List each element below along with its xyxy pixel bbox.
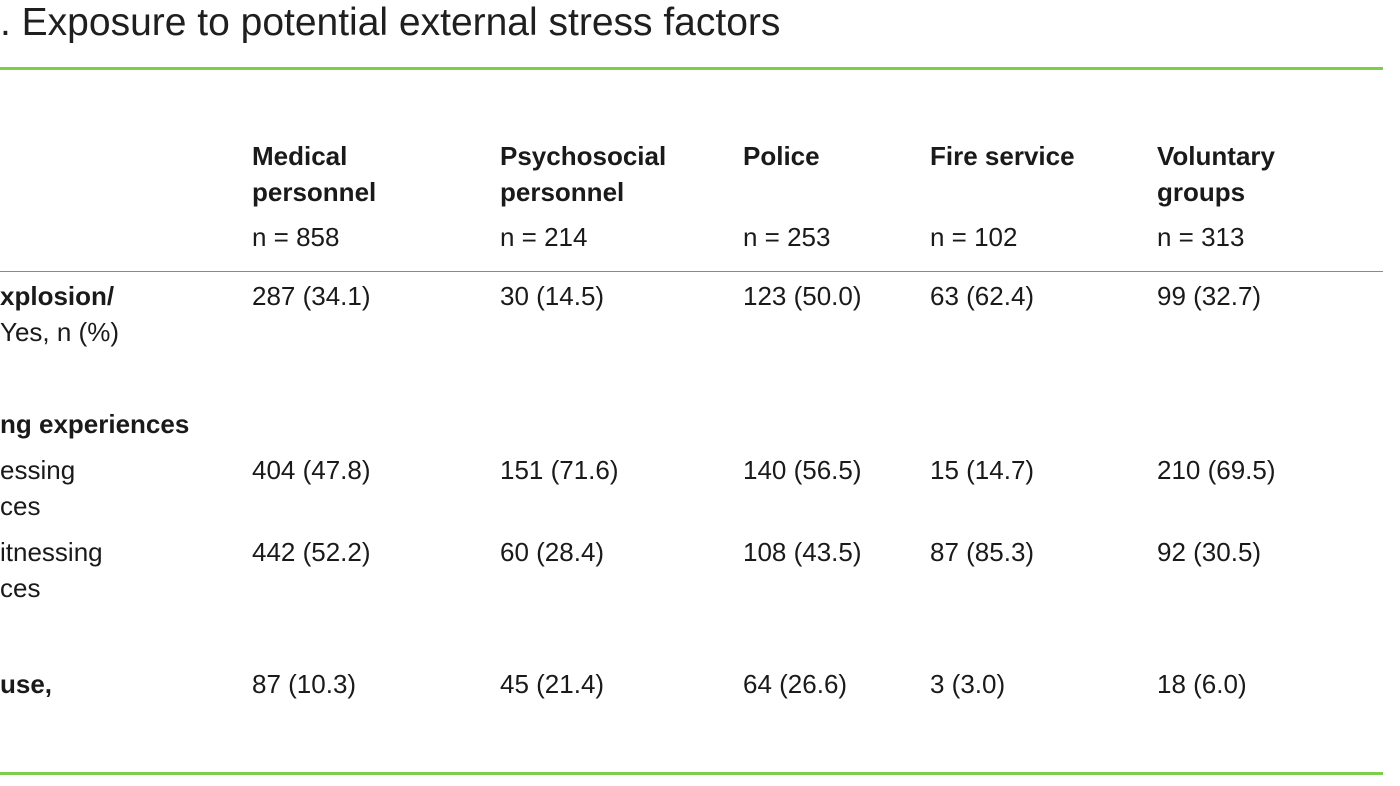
column-n-fire-service: n = 102	[930, 222, 1018, 252]
column-header-line: groups	[1157, 177, 1246, 207]
column-n-police: n = 253	[743, 222, 831, 252]
row-label-explosion: xplosion/ Yes, n (%)	[0, 278, 119, 350]
column-header-line: personnel	[500, 177, 625, 207]
row-label-distressing: essing ces	[0, 452, 75, 524]
table-cell: 99 (32.7)	[1157, 281, 1262, 311]
column-header-voluntary: Voluntary groups	[1157, 138, 1275, 210]
row-label-bold: xplosion/	[0, 281, 115, 311]
column-header-fire-service: Fire service	[930, 138, 1075, 174]
table-cell: 60 (28.4)	[500, 537, 605, 567]
header-divider	[0, 271, 1383, 272]
table-title: . Exposure to potential external stress …	[0, 1, 781, 44]
table-cell: 287 (34.1)	[252, 281, 371, 311]
table-cell: 18 (6.0)	[1157, 669, 1247, 699]
column-header-line: Psychosocial	[500, 141, 667, 171]
row-label-bold: use,	[0, 669, 53, 699]
table-cell: 108 (43.5)	[743, 537, 862, 567]
column-header-psychosocial: Psychosocial personnel	[500, 138, 666, 210]
table-cell: 87 (10.3)	[252, 669, 357, 699]
table-cell: 63 (62.4)	[930, 281, 1035, 311]
row-label-witnessing: itnessing ces	[0, 534, 103, 606]
column-header-police: Police	[743, 138, 820, 174]
bottom-rule	[0, 772, 1383, 775]
table-cell: 64 (26.6)	[743, 669, 848, 699]
row-label-line: ces	[0, 491, 41, 521]
row-label-abuse: use,	[0, 666, 52, 702]
column-header-line: Medical	[252, 141, 348, 171]
table-cell: 87 (85.3)	[930, 537, 1035, 567]
row-label-line: ces	[0, 573, 41, 603]
table-cell: 442 (52.2)	[252, 537, 371, 567]
column-header-line: personnel	[252, 177, 377, 207]
table-cell: 92 (30.5)	[1157, 537, 1262, 567]
column-header-line: Fire service	[930, 141, 1075, 171]
section-heading-experiences: ng experiences	[0, 406, 189, 442]
table-cell: 140 (56.5)	[743, 455, 862, 485]
table-cell: 123 (50.0)	[743, 281, 862, 311]
row-label-line: essing	[0, 455, 76, 485]
row-label-line: itnessing	[0, 537, 103, 567]
table-cell: 15 (14.7)	[930, 455, 1035, 485]
top-rule	[0, 67, 1383, 70]
row-label-sub: Yes, n (%)	[0, 317, 119, 347]
table-cell: 30 (14.5)	[500, 281, 605, 311]
column-header-medical: Medical personnel	[252, 138, 376, 210]
table-cell: 151 (71.6)	[500, 455, 619, 485]
column-header-line: Police	[743, 141, 820, 171]
column-header-line: Voluntary	[1157, 141, 1275, 171]
column-n-voluntary: n = 313	[1157, 222, 1245, 252]
column-n-psychosocial: n = 214	[500, 222, 588, 252]
column-n-medical: n = 858	[252, 222, 340, 252]
table-cell: 210 (69.5)	[1157, 455, 1276, 485]
table-cell: 3 (3.0)	[930, 669, 1006, 699]
table-cell: 404 (47.8)	[252, 455, 371, 485]
section-heading-text: ng experiences	[0, 409, 190, 439]
table-cell: 45 (21.4)	[500, 669, 605, 699]
